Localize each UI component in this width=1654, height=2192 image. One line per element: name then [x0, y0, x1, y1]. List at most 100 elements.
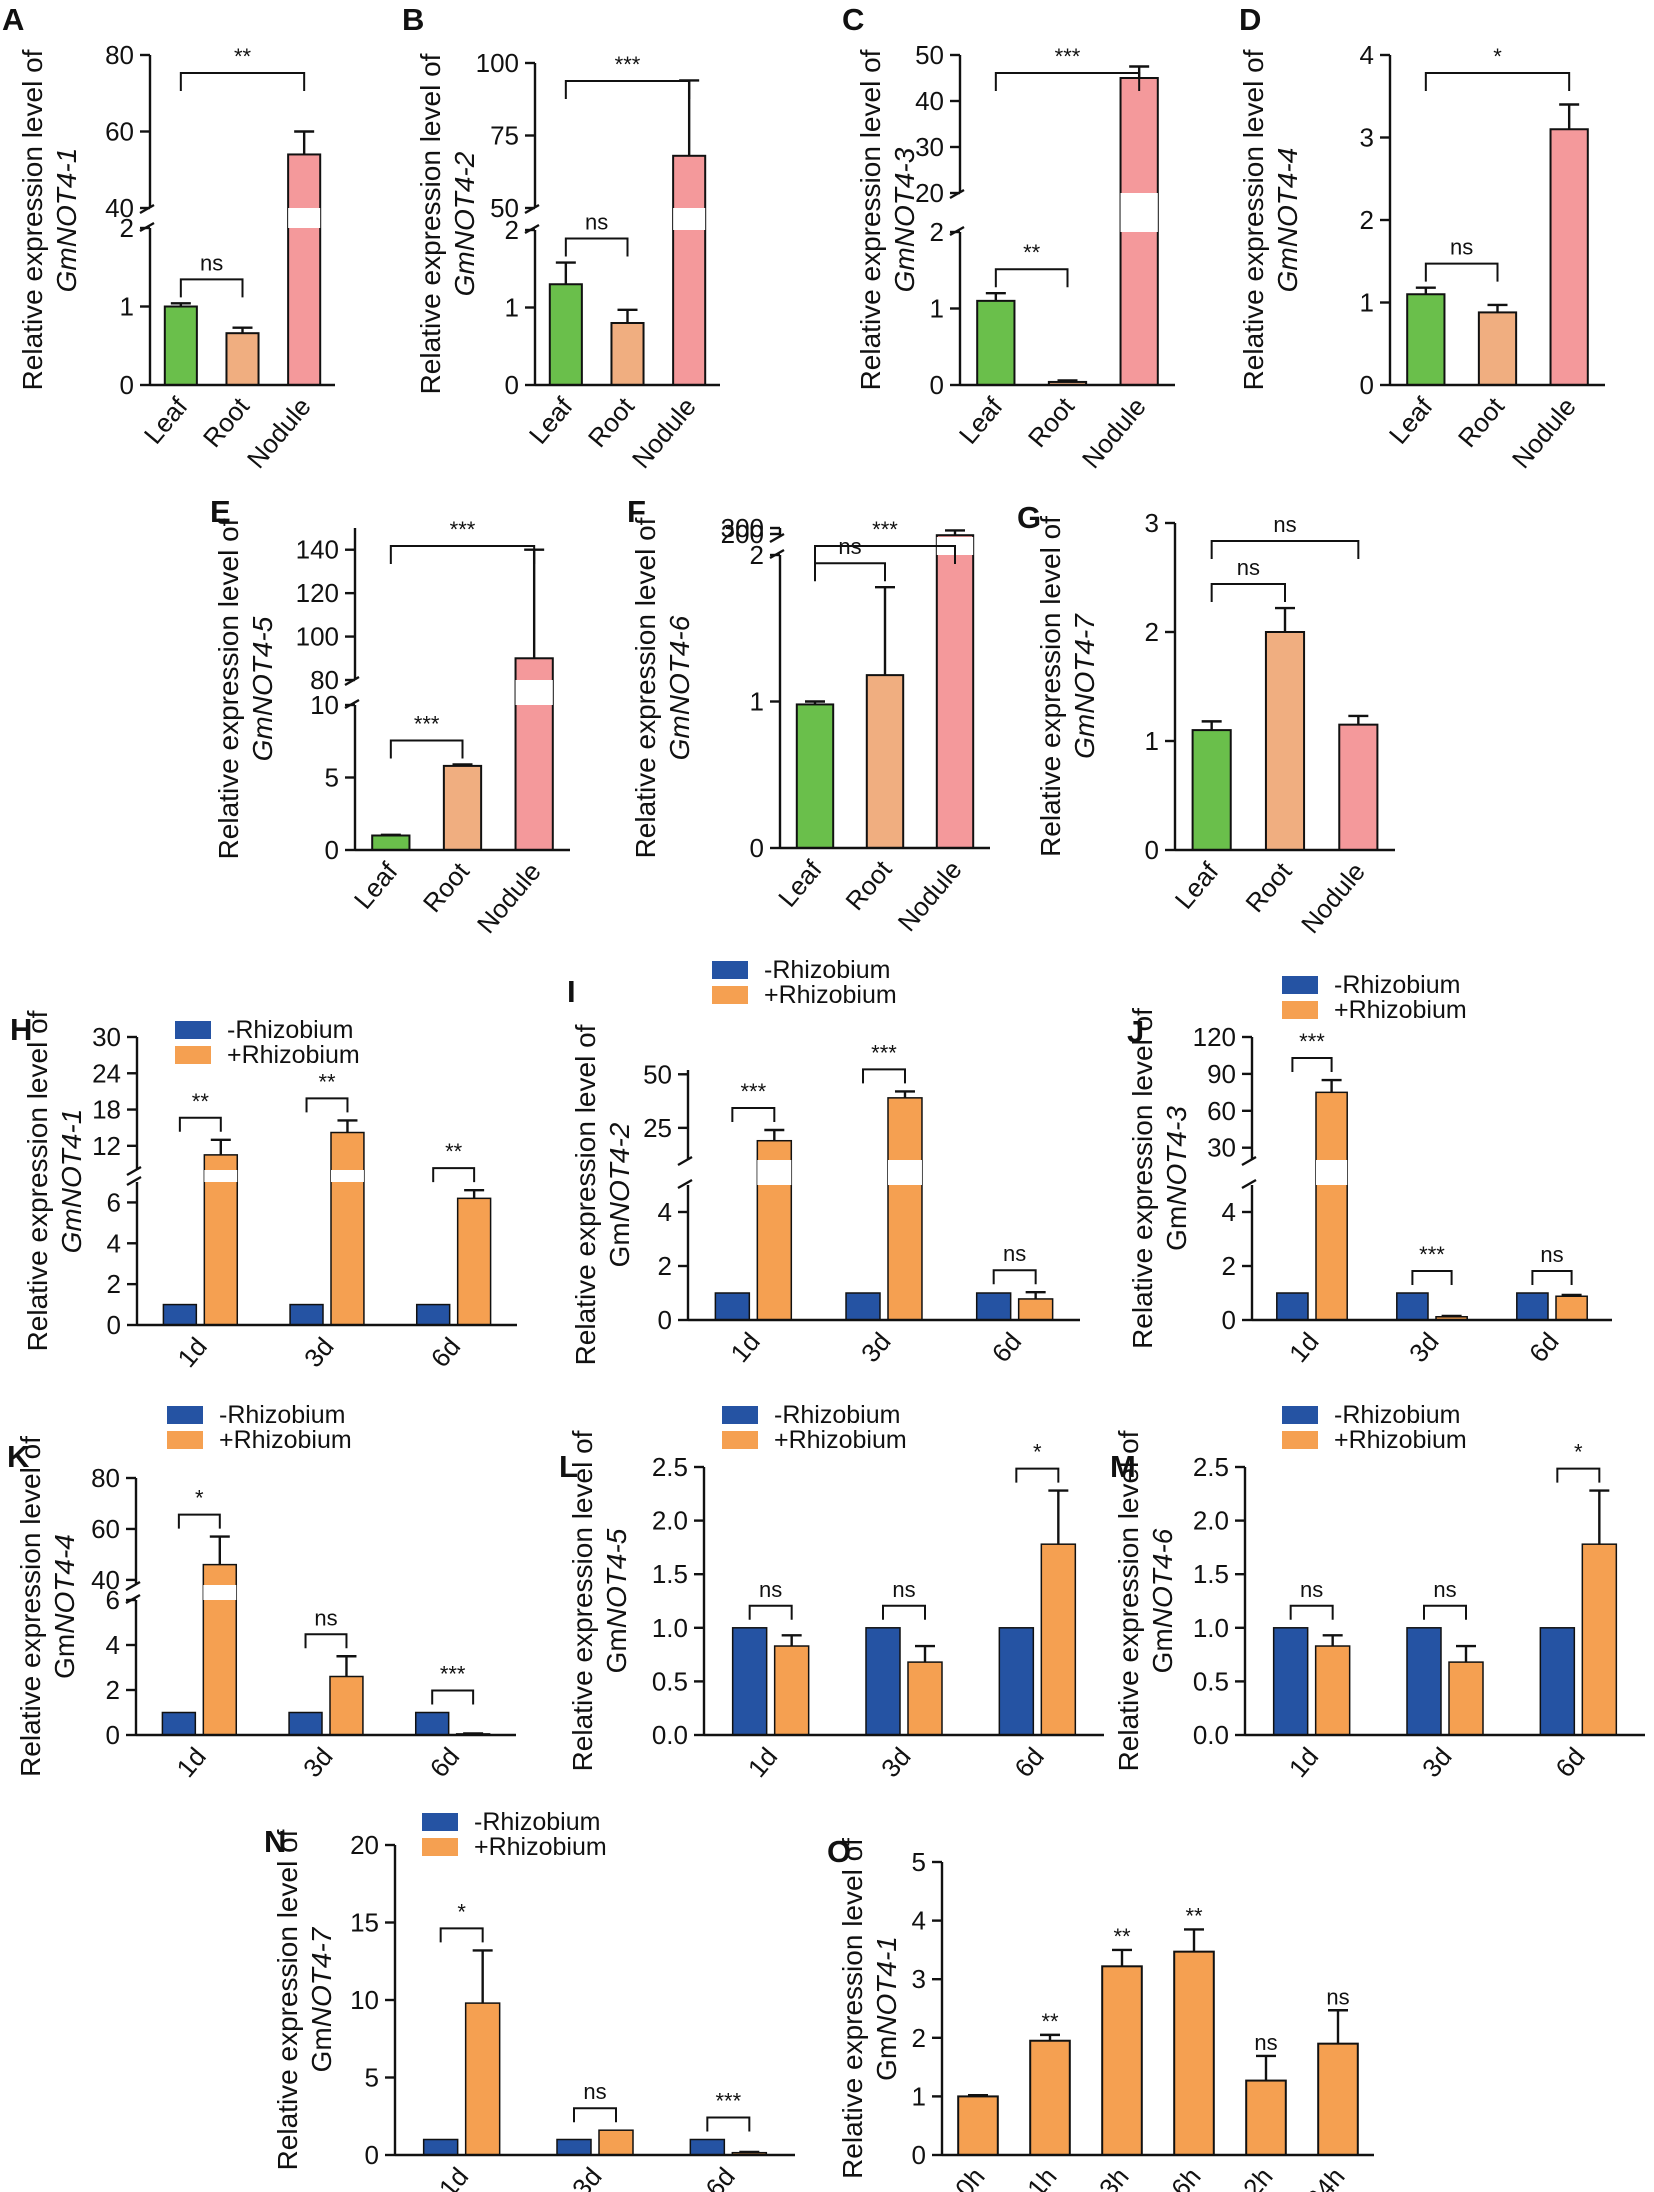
significance-bracket: [731, 1107, 776, 1122]
bar-plus-rhizobium: [329, 1675, 364, 1736]
bar-plus-rhizobium: [1017, 1298, 1054, 1321]
bar-plus-rhizobium: [887, 1097, 923, 1321]
significance-bracket: [179, 278, 244, 298]
bar-break-gap: [164, 208, 197, 228]
legend-swatch-plus: [1282, 1001, 1318, 1019]
bar-minus-rhizobium: [1396, 1292, 1429, 1321]
significance-label: **: [445, 1139, 463, 1164]
legend-label-minus: -Rhizobium: [1334, 1401, 1460, 1429]
legend-label-minus: -Rhizobium: [1334, 971, 1460, 999]
bar-break-gap: [456, 1585, 490, 1600]
y-axis: [126, 1035, 517, 1327]
significance-bracket: [1015, 1467, 1060, 1483]
bar-minus-rhizobium: [556, 2138, 592, 2156]
axis-break: [126, 1165, 142, 1177]
y-tick-label: 30: [915, 132, 944, 162]
y-tick-label: 1: [505, 293, 519, 323]
y-tick-label: 0.0: [1193, 1720, 1229, 1750]
significance-label: ns: [1326, 1984, 1349, 2009]
significance-bracket: [304, 1633, 348, 1649]
significance-label: *: [1574, 1440, 1583, 1465]
y-tick-label: 24: [92, 1058, 121, 1088]
y-tick-label: 200: [721, 519, 764, 549]
y-tick-label: 2.0: [1193, 1506, 1229, 1536]
significance-label: ns: [759, 1577, 782, 1602]
significance-bracket: [1424, 262, 1499, 282]
bar-plus-rhizobium: [1555, 1295, 1588, 1321]
y-tick-label: 2: [930, 217, 944, 247]
legend-label-plus: +Rhizobium: [764, 981, 897, 1009]
y-tick-label: 6: [107, 1187, 121, 1217]
legend-label-plus: +Rhizobium: [1334, 1426, 1467, 1454]
bar-break-gap: [330, 1585, 363, 1600]
significance-label: **: [1041, 2009, 1059, 2034]
gene-prefix: Gm: [604, 1222, 635, 1267]
y-tick-label: 1.5: [1193, 1559, 1229, 1589]
y-axis-gene: GmNOT4-2: [449, 151, 480, 296]
significance-label: ***: [1299, 1029, 1325, 1054]
y-tick-label: 12: [92, 1131, 121, 1161]
legend-label-plus: +Rhizobium: [1334, 996, 1467, 1024]
axis-break: [769, 532, 785, 544]
axis-break: [1241, 1155, 1257, 1167]
bar-plus-rhizobium: [907, 1661, 943, 1736]
panel-label: C: [842, 2, 864, 37]
y-axis: [344, 528, 570, 852]
bar-plus-rhizobium: [1040, 1543, 1077, 1736]
significance-label: ***: [871, 1040, 897, 1065]
y-axis-gene: GmNOT4-3: [1161, 1106, 1192, 1251]
bar-minus-rhizobium: [422, 2138, 459, 2156]
bar-leaf: [163, 305, 198, 386]
bar-minus-rhizobium: [975, 1292, 1012, 1321]
bar-plus-rhizobium: [1315, 1091, 1348, 1321]
bar-nodule: [1338, 723, 1379, 852]
panel-label: F: [627, 494, 646, 529]
y-axis-gene: GmNOT4-5: [247, 616, 278, 761]
y-tick-label: 40: [91, 1565, 120, 1595]
legend-label-plus: +Rhizobium: [474, 1833, 607, 1861]
significance-label: ***: [450, 517, 476, 542]
bar-plus-rhizobium: [773, 1645, 810, 1736]
y-tick-label: 4: [1360, 40, 1374, 70]
y-axis-title: Relative expression level of: [17, 49, 48, 390]
bar-minus-rhizobium: [414, 1711, 450, 1736]
gene-name: NOT4-7: [306, 1926, 337, 2027]
y-tick-label: 1: [930, 294, 944, 324]
y-tick-label: 2: [1222, 1251, 1236, 1281]
y-tick-label: 0: [1360, 370, 1374, 400]
legend-swatch-minus: [175, 1021, 211, 1039]
y-axis: [949, 53, 1175, 387]
y-tick-label: 1.0: [1193, 1613, 1229, 1643]
legend-label-plus: +Rhizobium: [219, 1426, 352, 1454]
significance-label: ns: [1300, 1577, 1323, 1602]
y-tick-label: 60: [105, 117, 134, 147]
bar-break-gap: [757, 1160, 792, 1185]
panel-label: H: [10, 1012, 32, 1047]
bar-minus-rhizobium: [161, 1711, 197, 1736]
legend-swatch-plus: [1282, 1431, 1318, 1449]
y-tick-label: 2.5: [1193, 1452, 1229, 1482]
bar-plus-rhizobium: [330, 1131, 365, 1326]
gene-name: NOT4-6: [1147, 1528, 1178, 1628]
bar-plus-rhizobium: [598, 2129, 634, 2156]
significance-label: *: [195, 1486, 204, 1511]
y-axis-title: Relative expression level of: [415, 53, 446, 394]
y-tick-label: 25: [643, 1113, 672, 1143]
bar-leaf: [1191, 729, 1232, 851]
gene-name: NOT4-3: [1161, 1106, 1192, 1206]
y-tick-label: 20: [915, 178, 944, 208]
gene-prefix: Gm: [306, 2027, 337, 2072]
legend-label-minus: -Rhizobium: [227, 1016, 353, 1044]
significance-bracket: [882, 1604, 926, 1620]
significance-bracket: [439, 1927, 484, 1943]
y-tick-label: 120: [1193, 1022, 1236, 1052]
y-tick-label: 0: [505, 370, 519, 400]
significance-bracket: [1423, 1604, 1467, 1620]
y-axis-title: Relative expression level of: [1127, 1008, 1158, 1349]
y-axis-gene: GmNOT4-6: [1147, 1528, 1178, 1673]
legend-label-plus: +Rhizobium: [227, 1041, 360, 1069]
bar-break-gap: [372, 680, 410, 705]
